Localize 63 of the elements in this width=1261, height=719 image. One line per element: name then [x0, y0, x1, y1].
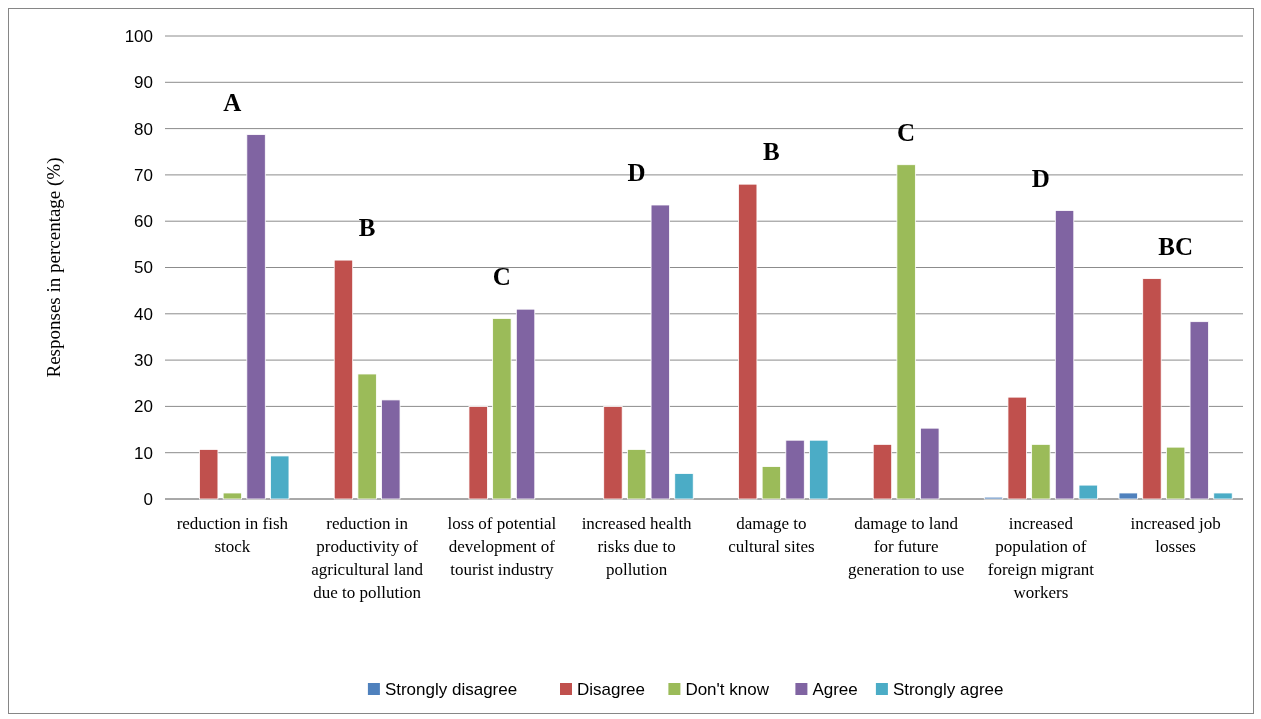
bar [674, 473, 694, 500]
bar [333, 259, 354, 500]
y-tick-label: 100 [124, 26, 153, 46]
bar [270, 455, 290, 500]
bar [381, 399, 401, 500]
y-tick-label: 10 [134, 443, 153, 463]
annotation: D [627, 158, 646, 186]
bar [650, 204, 670, 500]
y-tick-label: 40 [134, 304, 153, 324]
y-axis-title: Responses in percentage (%) [43, 157, 65, 378]
bar [809, 439, 829, 500]
x-tick-label: increased population of foreign migrant workers [987, 514, 1095, 602]
x-tick-label: loss of potential development of tourist industry [447, 514, 557, 579]
bar [1007, 396, 1027, 500]
legend-label: Strongly agree [892, 679, 1004, 699]
bar [492, 318, 512, 500]
bar [468, 406, 488, 500]
y-tick-label: 90 [134, 73, 153, 93]
bar [357, 373, 377, 500]
bar [222, 492, 243, 500]
bar [896, 164, 916, 500]
x-tick-label: increased health risks due to pollution [581, 514, 693, 579]
bar [785, 439, 805, 500]
bar [603, 406, 623, 500]
annotation: A [223, 88, 242, 116]
annotation: C [897, 118, 916, 146]
bar [761, 466, 782, 500]
bar [1118, 492, 1138, 500]
bar [515, 308, 536, 500]
x-tick-label: reduction in productivity of agricultural land due to pollution [311, 514, 424, 602]
legend-label: Don't know [685, 679, 770, 699]
legend-label: Disagree [577, 679, 646, 699]
legend-label: Agree [812, 679, 858, 699]
bar [1142, 278, 1162, 500]
x-tick-label: increased job losses [1130, 514, 1221, 556]
y-tick-label: 70 [134, 165, 153, 185]
bar [199, 449, 219, 500]
bar [626, 449, 647, 500]
y-tick-label: 30 [134, 351, 153, 371]
annotation: B [358, 214, 376, 242]
legend-label: Strongly disagree [384, 679, 518, 699]
bar [1054, 210, 1075, 500]
annotation: C [492, 263, 511, 291]
y-tick-label: 0 [143, 489, 153, 509]
bar [1213, 492, 1233, 500]
bar [1165, 446, 1186, 500]
y-tick-label: 20 [134, 397, 153, 417]
x-tick-label: damage to cultural sites [728, 514, 815, 556]
bar [738, 183, 758, 500]
x-tick-label: reduction in fish stock [176, 514, 289, 556]
annotation: BC [1158, 232, 1193, 260]
annotation: B [763, 138, 780, 166]
bar [1078, 484, 1098, 500]
y-tick-label: 60 [134, 212, 153, 232]
annotation: D [1031, 164, 1050, 192]
bar [1031, 443, 1051, 500]
bar [920, 427, 940, 500]
x-tick-label: damage to land for future generation to use [848, 514, 965, 579]
bar [246, 134, 266, 500]
y-tick-label: 80 [134, 119, 153, 139]
bar [1189, 321, 1209, 500]
bar [872, 443, 893, 500]
y-tick-label: 50 [134, 258, 153, 278]
